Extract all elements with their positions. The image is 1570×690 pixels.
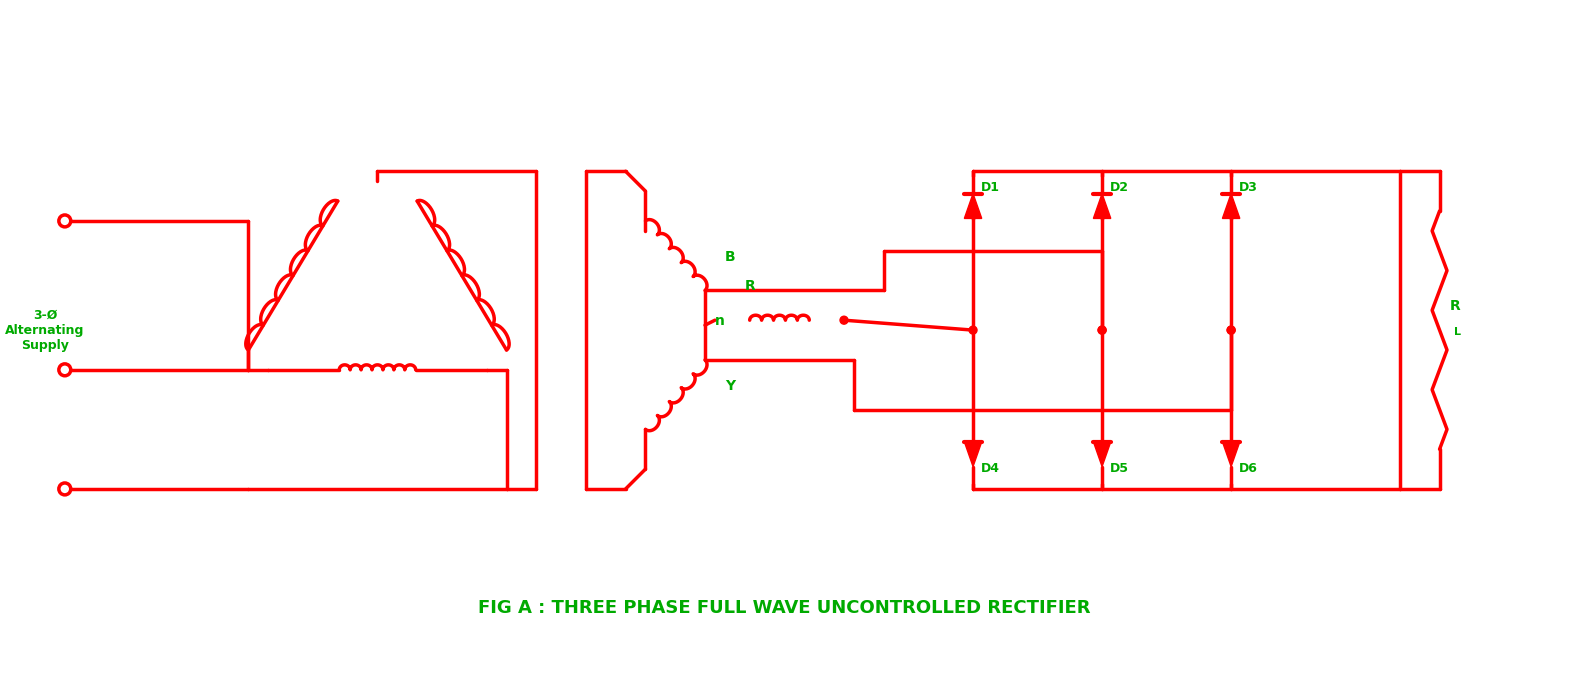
Polygon shape: [964, 194, 981, 219]
Text: D1: D1: [981, 181, 1000, 194]
Text: D3: D3: [1239, 181, 1258, 194]
Text: D6: D6: [1239, 462, 1258, 475]
Circle shape: [969, 326, 977, 334]
Text: D4: D4: [981, 462, 1000, 475]
Text: n: n: [714, 314, 725, 328]
Text: L: L: [1454, 327, 1462, 337]
Polygon shape: [1223, 194, 1240, 219]
Polygon shape: [1223, 442, 1240, 466]
Polygon shape: [1093, 194, 1110, 219]
Text: D2: D2: [1110, 181, 1129, 194]
Circle shape: [840, 316, 848, 324]
Text: R: R: [744, 279, 755, 293]
Text: D5: D5: [1110, 462, 1129, 475]
Text: Y: Y: [725, 379, 735, 393]
Polygon shape: [1093, 442, 1110, 466]
Text: 3-Ø
Alternating
Supply: 3-Ø Alternating Supply: [5, 308, 85, 352]
Text: FIG A : THREE PHASE FULL WAVE UNCONTROLLED RECTIFIER: FIG A : THREE PHASE FULL WAVE UNCONTROLL…: [479, 599, 1091, 617]
Text: R: R: [1449, 299, 1460, 313]
Polygon shape: [964, 442, 981, 466]
Text: B: B: [725, 250, 735, 264]
Circle shape: [1097, 326, 1105, 334]
Circle shape: [1228, 326, 1236, 334]
Circle shape: [1228, 326, 1236, 334]
Circle shape: [1097, 326, 1105, 334]
